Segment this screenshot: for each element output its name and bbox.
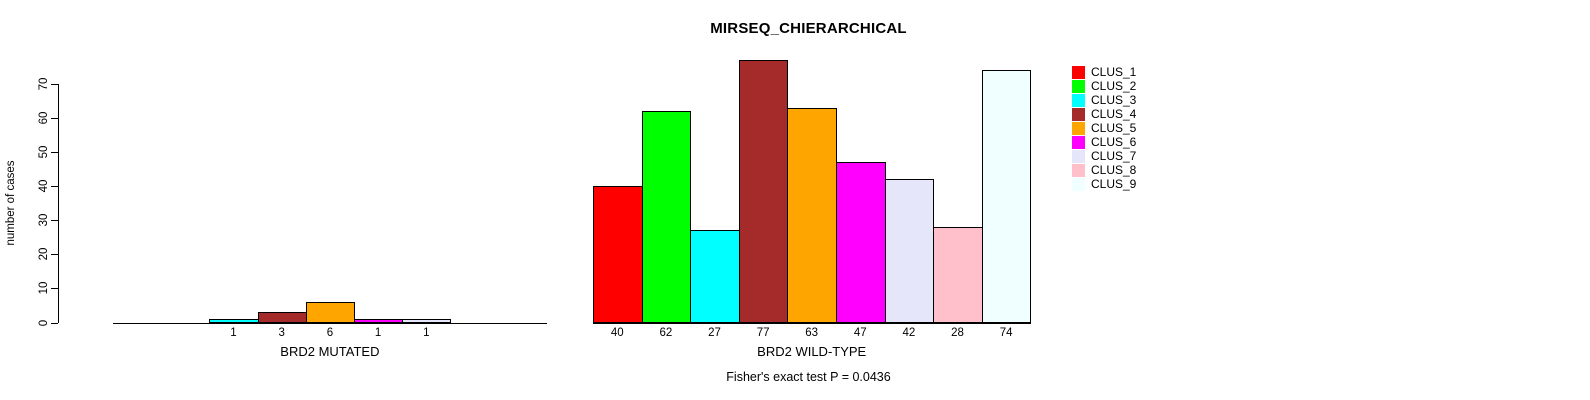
legend-item: CLUS_6: [1072, 135, 1136, 149]
y-tick-label: 40: [38, 179, 50, 193]
legend: CLUS_1 CLUS_2 CLUS_3 CLUS_4 CLUS_5 CLUS_6 CLUS…: [1072, 66, 1136, 191]
bar-value-label: 6: [326, 326, 334, 339]
y-tick-mark: [50, 152, 58, 153]
legend-swatch: [1072, 108, 1085, 122]
bar-value-label: 1: [230, 326, 237, 339]
bar-value-label: 42: [902, 326, 916, 339]
bar-value-label: 74: [999, 326, 1013, 339]
bar-value-label: 47: [853, 326, 867, 339]
y-tick-label: 20: [38, 247, 50, 261]
y-tick-mark: [50, 322, 58, 324]
bar-clus_5: [787, 107, 837, 324]
bar-value-label: 3: [278, 326, 285, 339]
legend-item: CLUS_8: [1072, 163, 1136, 177]
bar-clus_5: [305, 302, 355, 324]
legend-swatch: [1072, 163, 1085, 177]
bar-value-label: 1: [374, 326, 382, 339]
legend-swatch: [1072, 94, 1085, 108]
legend-item: CLUS_2: [1072, 80, 1136, 94]
bar-clus_8: [933, 227, 983, 324]
bar-clus_2: [641, 111, 692, 324]
legend-item: CLUS_9: [1072, 177, 1136, 191]
legend-item: CLUS_4: [1072, 108, 1136, 122]
legend-label: CLUS_8: [1091, 162, 1137, 177]
legend-swatch: [1072, 177, 1085, 191]
y-tick-label: 70: [38, 77, 50, 91]
legend-swatch: [1072, 149, 1085, 163]
y-tick-label: 0: [38, 319, 50, 326]
x-axis-group-label: BRD2 WILD-TYPE: [757, 343, 867, 359]
bar-value-label: 1: [423, 326, 430, 339]
bar-clus_3: [690, 230, 740, 324]
legend-label: CLUS_2: [1091, 79, 1137, 94]
bar-value-label: 62: [659, 326, 673, 339]
legend-label: CLUS_9: [1091, 176, 1137, 191]
bar-clus_6: [836, 162, 886, 324]
bar-value-label: 40: [610, 326, 624, 339]
legend-swatch: [1072, 80, 1085, 94]
y-tick-mark: [50, 83, 58, 85]
legend-swatch: [1072, 122, 1085, 135]
bar-clus_4: [257, 312, 307, 324]
legend-item: CLUS_5: [1072, 122, 1136, 136]
legend-label: CLUS_3: [1091, 93, 1137, 108]
y-tick-label: 60: [38, 111, 50, 125]
legend-label: CLUS_1: [1091, 65, 1137, 80]
legend-label: CLUS_7: [1091, 148, 1137, 163]
legend-swatch: [1072, 135, 1085, 149]
y-axis-line: [57, 83, 59, 324]
bar-clus_3: [209, 319, 259, 324]
y-tick-label: 10: [38, 281, 50, 295]
y-tick-mark: [50, 288, 58, 290]
legend-item: CLUS_7: [1072, 149, 1136, 163]
bar-clus_7: [402, 319, 452, 324]
y-tick-mark: [50, 220, 58, 222]
bar-clus_6: [354, 319, 404, 324]
bar-clus_1: [593, 186, 643, 324]
y-tick-label: 50: [38, 145, 50, 159]
y-tick-mark: [50, 254, 58, 256]
bar-value-label: 63: [805, 326, 819, 339]
chart-title: MIRSEQ_CHIERARCHICAL: [710, 20, 907, 37]
legend-item: CLUS_1: [1072, 66, 1136, 80]
legend-item: CLUS_3: [1072, 94, 1136, 108]
bar-clus_7: [884, 179, 935, 324]
bar-clus_4: [738, 59, 789, 324]
bar-value-label: 77: [756, 326, 770, 339]
bar-clus_9: [981, 70, 1032, 324]
y-tick-mark: [50, 117, 58, 119]
bar-value-label: 27: [708, 326, 721, 339]
legend-swatch: [1072, 66, 1085, 80]
x-axis-group-label: BRD2 MUTATED: [280, 343, 380, 359]
legend-label: CLUS_6: [1091, 134, 1137, 149]
y-tick-mark: [50, 186, 58, 188]
bar-value-label: 28: [951, 326, 964, 339]
y-axis-title: number of cases: [5, 160, 17, 246]
legend-label: CLUS_4: [1091, 107, 1137, 122]
legend-label: CLUS_5: [1091, 121, 1137, 135]
fisher-test-note: Fisher's exact test P = 0.0436: [726, 370, 891, 384]
y-tick-label: 30: [38, 213, 50, 227]
